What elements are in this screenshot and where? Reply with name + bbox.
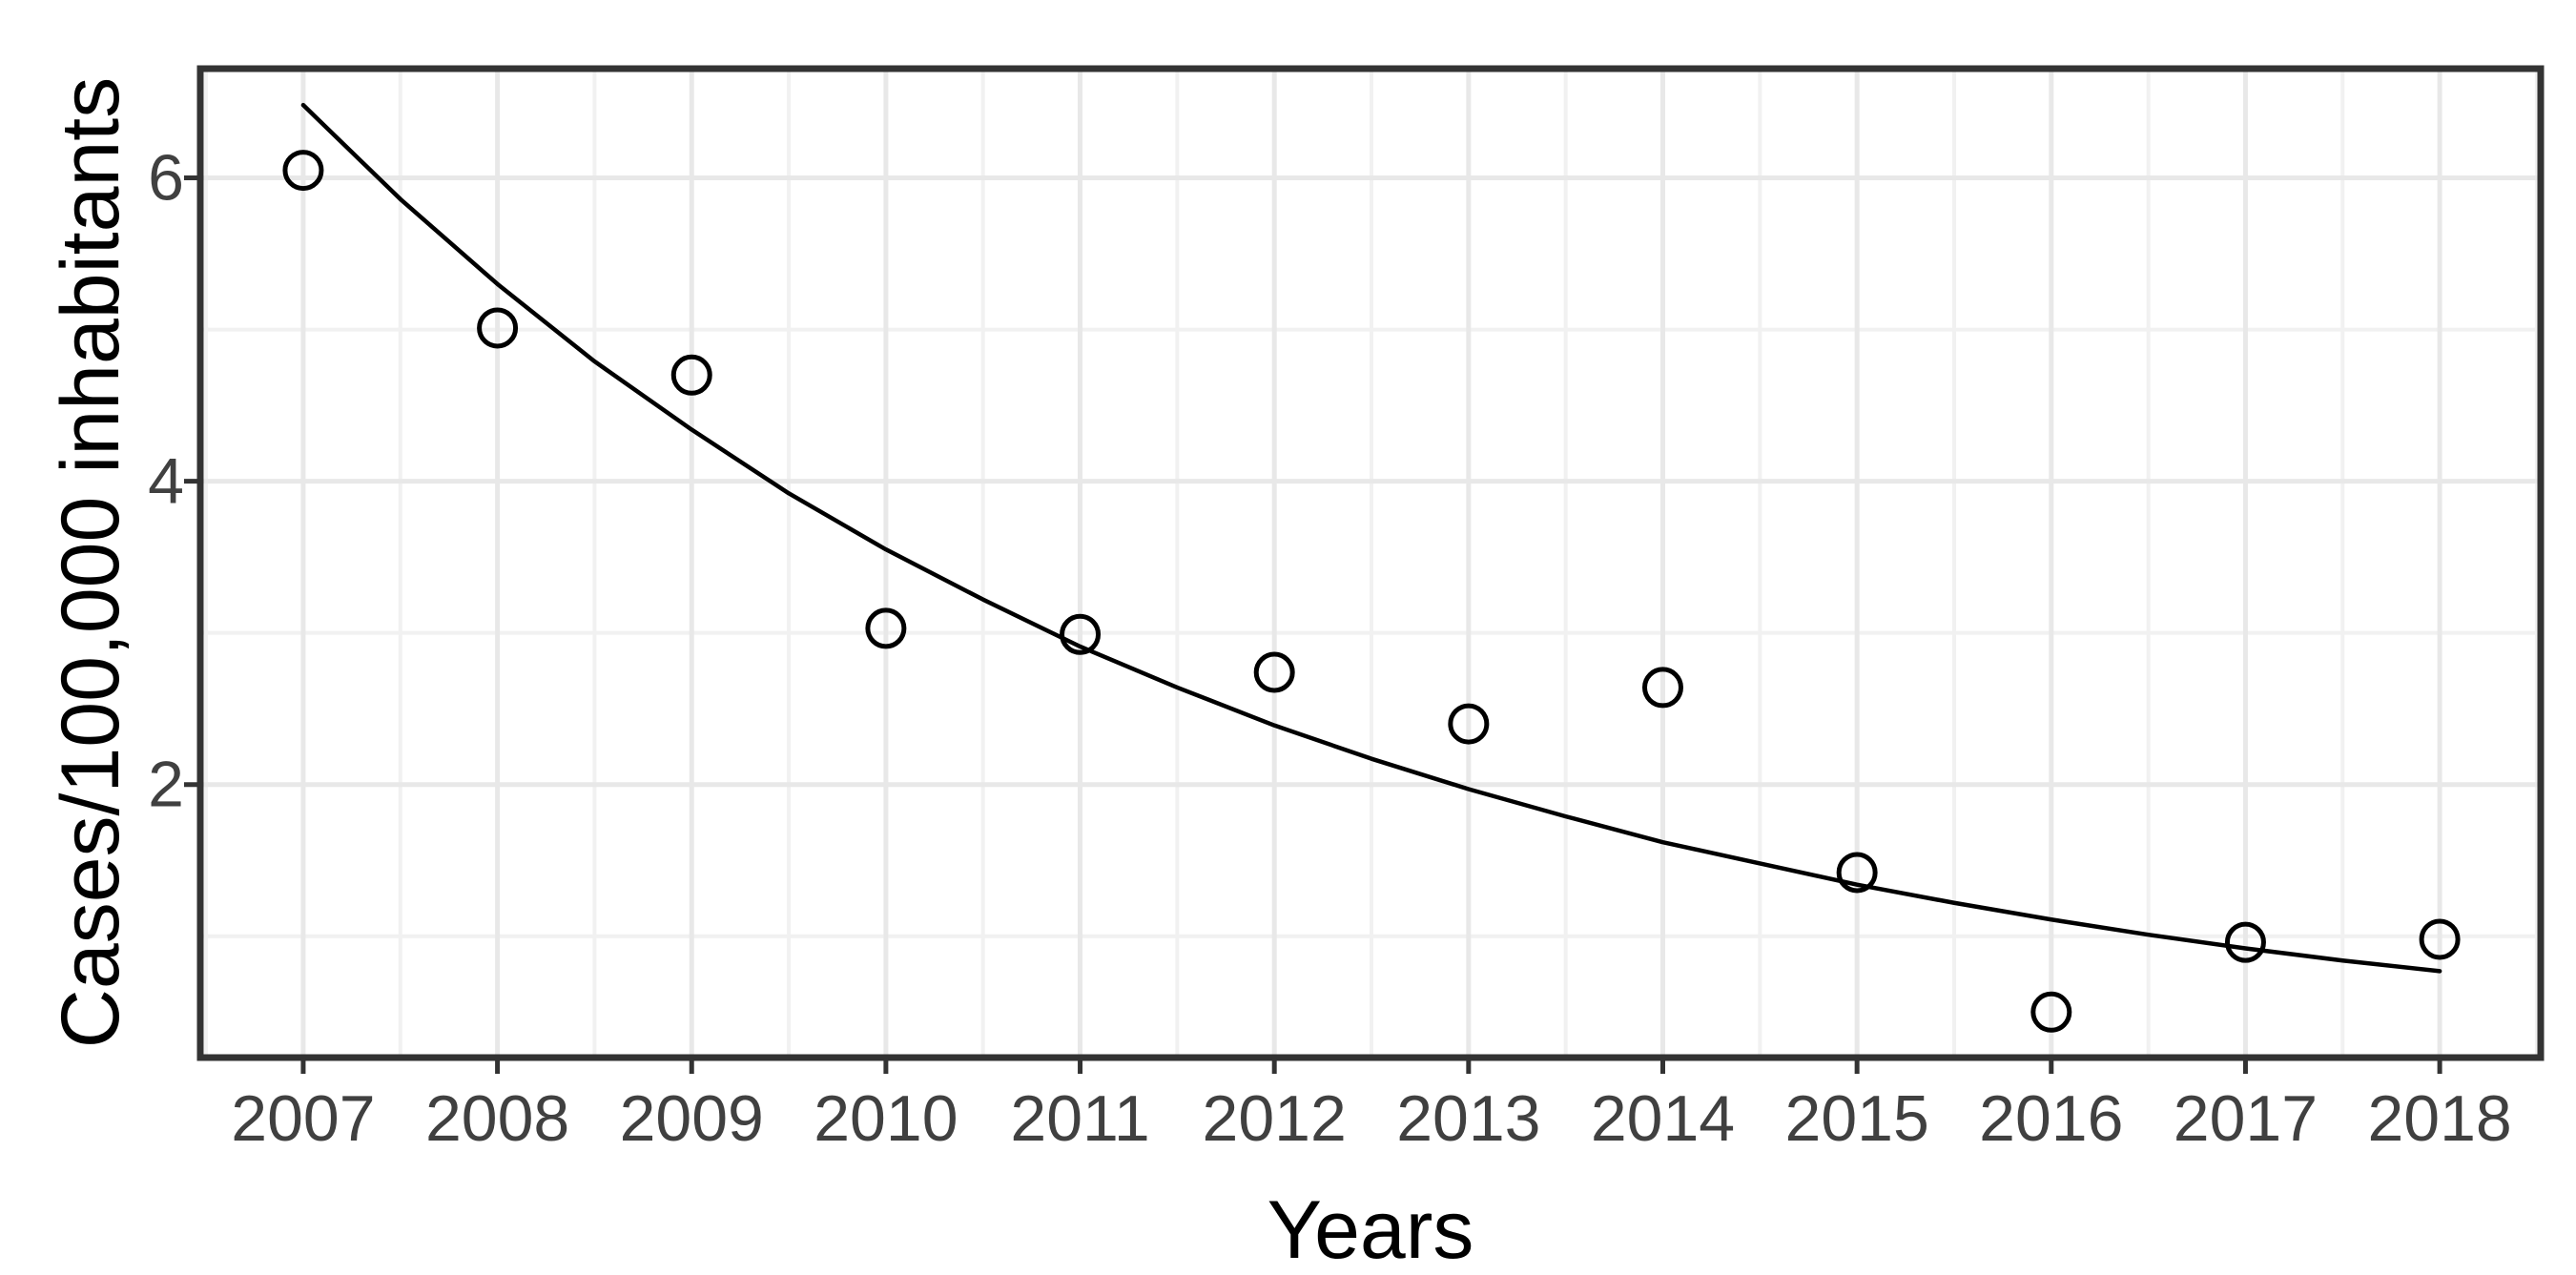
data-point	[1836, 852, 1878, 894]
x-tick-label: 2017	[2174, 1082, 2318, 1155]
x-tick-label: 2009	[620, 1082, 764, 1155]
x-tick-label: 2010	[814, 1082, 958, 1155]
x-axis-title: Years	[1267, 1184, 1474, 1275]
panel-border	[196, 65, 2545, 1061]
data-point	[2030, 991, 2072, 1033]
y-tick-label: 2	[148, 749, 184, 821]
x-tick-label: 2007	[231, 1082, 375, 1155]
x-tick-label: 2008	[425, 1082, 569, 1155]
data-point	[2224, 921, 2266, 963]
x-tick-label: 2015	[1785, 1082, 1929, 1155]
data-point	[1448, 703, 1490, 745]
y-tick-label: 4	[148, 445, 184, 518]
x-tick-label: 2011	[1010, 1082, 1149, 1155]
y-tick-label: 6	[148, 142, 184, 215]
y-axis-title: Cases/100,000 inhabitants	[45, 77, 136, 1048]
data-point	[1253, 651, 1295, 693]
data-point	[477, 307, 519, 349]
data-point	[2419, 918, 2461, 960]
data-point	[865, 607, 907, 649]
data-point	[670, 354, 712, 396]
data-point	[1060, 613, 1102, 655]
x-tick-label: 2016	[1979, 1082, 2123, 1155]
x-tick-label: 2014	[1591, 1082, 1735, 1155]
x-tick-label: 2013	[1396, 1082, 1540, 1155]
plot-panel: 2007 2008 2009 2010 2011 2012 2013 2014 2015 2016…	[148, 65, 2545, 1155]
x-tick-label: 2018	[2367, 1082, 2511, 1155]
data-point	[282, 150, 324, 192]
data-point	[1641, 667, 1683, 709]
fit-curve	[300, 102, 2442, 974]
x-tick-label: 2012	[1203, 1082, 1347, 1155]
